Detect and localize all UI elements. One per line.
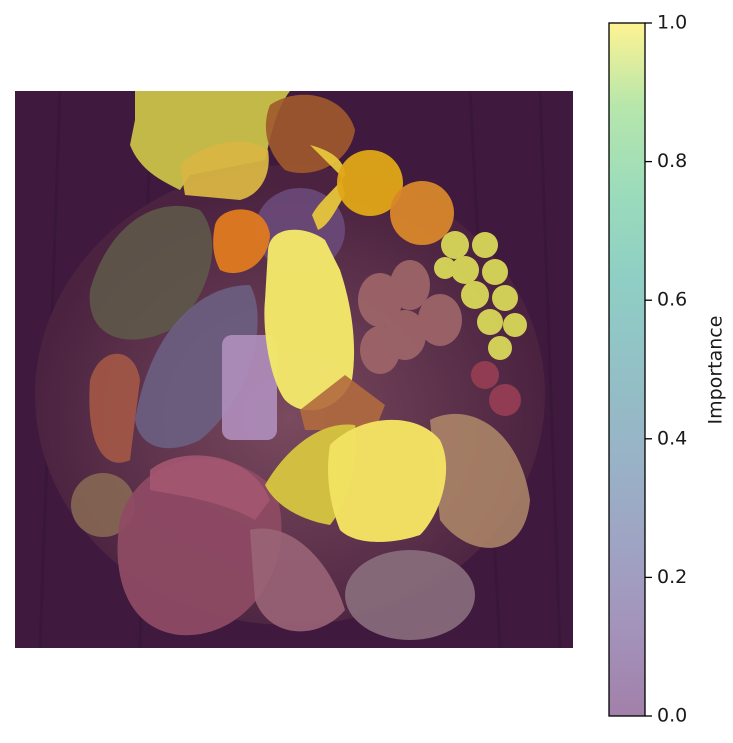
bell-pepper-region xyxy=(265,94,355,174)
carrots-region xyxy=(89,353,140,463)
colorbar-gradient xyxy=(609,23,645,716)
cheese-high-importance xyxy=(180,141,269,200)
colorbar-frame xyxy=(608,22,646,717)
eggs-region xyxy=(358,260,462,374)
colorbar-tick-label: 0.2 xyxy=(657,566,687,588)
broccoli-region xyxy=(89,205,213,340)
colorbar-tick-label: 1.0 xyxy=(657,12,687,34)
tomato-region xyxy=(213,209,270,274)
colorbar-tick-label: 0.8 xyxy=(657,150,687,172)
colorbar: 0.0 0.2 0.4 0.6 0.8 1.0 Importance xyxy=(608,12,727,727)
cake-slice-region xyxy=(300,375,385,430)
sponge-cake-high-importance xyxy=(328,419,447,542)
sausage-region xyxy=(150,455,270,520)
colorbar-ticks: 0.0 0.2 0.4 0.6 0.8 1.0 xyxy=(645,12,687,727)
bread-top-high-importance xyxy=(130,91,290,190)
chicken-region xyxy=(250,528,345,632)
colorbar-tick-label: 0.4 xyxy=(657,427,687,449)
colorbar-tick-label: 0.0 xyxy=(657,705,687,727)
pasta-region xyxy=(430,413,530,548)
colorbar-label: Importance xyxy=(705,316,727,425)
juice-jug-high-importance xyxy=(264,229,355,411)
orange-fruit-region xyxy=(337,150,403,216)
grains-region xyxy=(345,550,475,640)
banana-orange-high-importance xyxy=(310,145,345,230)
colorbar-tick-label: 0.6 xyxy=(657,289,687,311)
mushroom-region xyxy=(71,473,135,537)
grapes-high-importance xyxy=(434,231,527,360)
heatmap-image xyxy=(15,91,573,648)
milk-glass-region xyxy=(222,335,277,440)
apple-region xyxy=(390,181,454,245)
